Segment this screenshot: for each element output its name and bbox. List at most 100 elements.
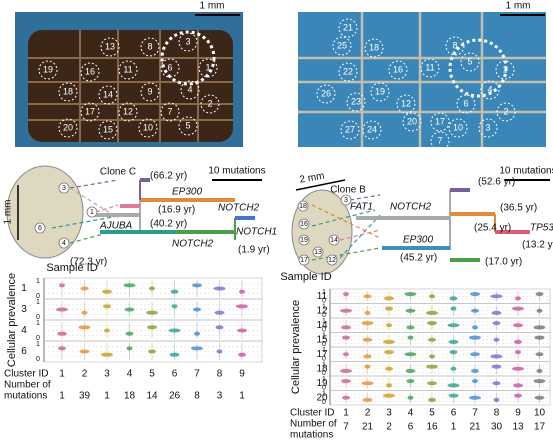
cluster-id: 10 xyxy=(534,408,546,419)
sample-circle xyxy=(456,94,476,114)
cluster-label: Cluster ID xyxy=(4,369,48,380)
tick-label: 1 xyxy=(36,278,40,285)
sample-label: 17 xyxy=(435,116,445,126)
section-sample xyxy=(298,254,310,266)
right-photo xyxy=(298,12,546,147)
section-sample-label: 16 xyxy=(300,221,308,228)
section-sample-label: 4 xyxy=(62,240,66,247)
sample-circle xyxy=(478,118,498,138)
sample-label: 16 xyxy=(393,64,403,74)
mutation-count: 13 xyxy=(512,422,524,433)
sample-circle xyxy=(480,80,500,100)
tick-label: 1 xyxy=(322,318,326,325)
sample-circle xyxy=(80,62,100,82)
section-sample-label: 17 xyxy=(300,257,308,264)
tick-label: 1 xyxy=(36,320,40,327)
mutation-count: 1 xyxy=(451,422,457,433)
gene-label: EP300 xyxy=(172,187,202,198)
cluster-id: 5 xyxy=(429,408,435,419)
sample-label: 5 xyxy=(467,56,472,66)
sample-circle xyxy=(178,116,198,136)
sample-circle xyxy=(430,112,450,132)
sample-circle xyxy=(198,58,218,78)
tick-label: 0 xyxy=(36,356,40,363)
sample-id: 6 xyxy=(21,346,27,357)
photo-labels: 13 8 3 19 16 11 6 1 18 14 9 4 2 17 12 7 20 15 10 5 xyxy=(38,32,220,140)
gene-label: AJUBA xyxy=(99,221,133,232)
tree-scale: 10 mutations xyxy=(499,166,553,177)
sample-id: 3 xyxy=(21,304,27,315)
tick-label: 0 xyxy=(322,370,326,377)
cluster-id: 1 xyxy=(59,369,65,380)
cluster-id: 9 xyxy=(515,408,521,419)
tick-label: 1 xyxy=(322,376,326,383)
sample-label: 18 xyxy=(369,42,379,52)
sample-label: 3 xyxy=(485,122,490,132)
sample-circle xyxy=(332,36,352,56)
age-label: (13.2 yr) xyxy=(522,240,553,251)
tick-label: 1 xyxy=(322,332,326,339)
sample-id: 15 xyxy=(316,334,328,345)
tick-label: 0 xyxy=(322,312,326,319)
sample-circle xyxy=(98,120,118,140)
sample-circle xyxy=(118,102,138,122)
section-sample xyxy=(86,206,98,218)
mutation-count: 2 xyxy=(386,422,392,433)
gene-label: FAT1 xyxy=(350,202,373,213)
mutation-count: 26 xyxy=(169,391,181,402)
mutations-label: mutations xyxy=(290,430,333,441)
sample-label: 9 xyxy=(147,86,152,96)
sample-circle xyxy=(396,94,416,114)
tick-label: 0 xyxy=(322,297,326,304)
section-sample xyxy=(312,246,324,258)
age-label: (1.9 yr) xyxy=(238,245,270,256)
section-sample-label: 19 xyxy=(300,237,308,244)
cluster-id: 1 xyxy=(343,408,349,419)
tick-label: 0 xyxy=(322,341,326,348)
sample-circle xyxy=(448,118,468,138)
section-scale: 2 mm xyxy=(299,171,326,186)
cluster-id: 3 xyxy=(386,408,392,419)
sample-circle xyxy=(420,58,440,78)
tick-label: 1 xyxy=(36,299,40,306)
gene-label: TP53 xyxy=(530,223,553,234)
cluster-id: 3 xyxy=(104,369,110,380)
sample-circle xyxy=(496,102,516,122)
section-sample-label: 3 xyxy=(62,185,66,192)
sample-label: 18 xyxy=(63,86,73,96)
sample-circle xyxy=(160,102,180,122)
cluster-id: 9 xyxy=(239,369,245,380)
mutations-label: mutations xyxy=(4,391,47,402)
section-sample xyxy=(326,254,338,266)
cluster-id: 2 xyxy=(82,369,88,380)
sample-label: 4 xyxy=(487,84,492,94)
sample-label: 2 xyxy=(207,98,212,108)
sample-circle xyxy=(430,131,450,151)
sample-circle xyxy=(138,118,158,138)
sample-id: 20 xyxy=(316,392,328,403)
sample-id: 11 xyxy=(317,291,328,302)
section-sample-label: 1 xyxy=(90,209,94,216)
age-label: (52.6 yr) xyxy=(478,177,515,188)
sample-label: 6 xyxy=(167,62,172,72)
cluster-id: 2 xyxy=(365,408,371,419)
sample-label: 19 xyxy=(375,86,385,96)
mutation-count: 21 xyxy=(362,422,374,433)
cluster-id: 5 xyxy=(149,369,155,380)
section-scale: 1 mm xyxy=(3,200,14,225)
sample-label: 8 xyxy=(147,41,152,51)
sample-circle xyxy=(340,120,360,140)
right-tree xyxy=(291,179,550,275)
age-label: (25.4 yr) xyxy=(474,223,511,234)
tick-label: 1 xyxy=(322,390,326,397)
sample-label: 16 xyxy=(85,66,95,76)
section-sample xyxy=(58,182,70,194)
sample-circle xyxy=(338,18,358,38)
mutation-count: 21 xyxy=(469,422,481,433)
sample-circle xyxy=(364,38,384,58)
sample-circle xyxy=(460,52,480,72)
sample-id: 1 xyxy=(21,283,27,294)
sample-circle xyxy=(346,92,366,112)
sample-label: 5 xyxy=(185,120,190,130)
cluster-id: 4 xyxy=(408,408,414,419)
